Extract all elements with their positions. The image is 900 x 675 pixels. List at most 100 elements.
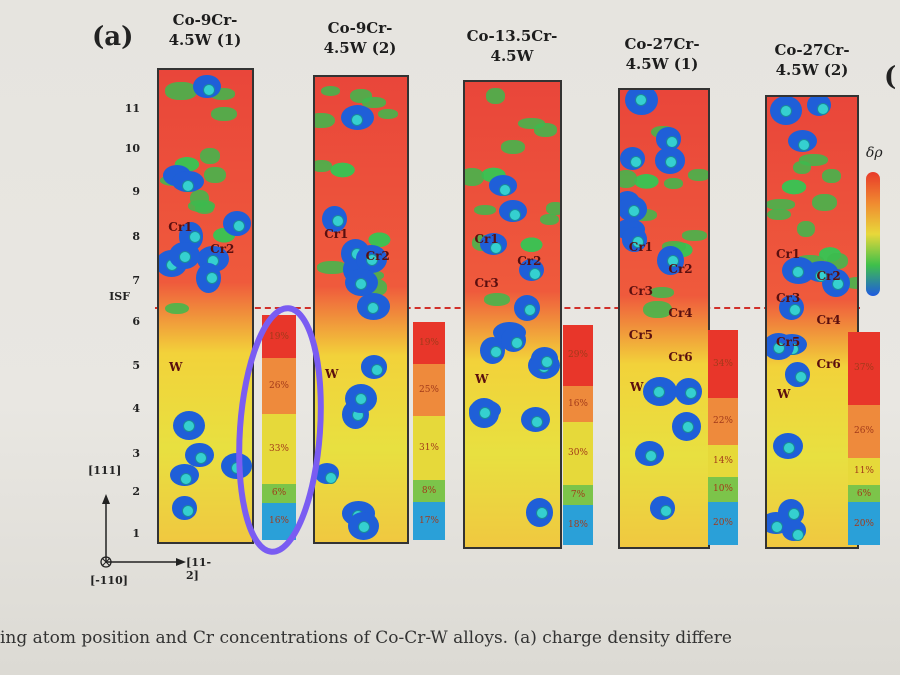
density-region (681, 230, 708, 241)
concentration-segment: 11% (848, 458, 880, 485)
atom-marker (182, 419, 195, 432)
concentration-segment: 14% (708, 444, 738, 477)
isf-label: ISF (109, 290, 130, 303)
atom-marker (659, 505, 672, 518)
atom-marker (358, 520, 371, 533)
concentration-segment: 6% (848, 484, 880, 503)
concentration-segment: 33% (262, 414, 296, 484)
atom-label: W (777, 387, 791, 401)
colorbar (866, 172, 880, 296)
concentration-segment: 30% (563, 422, 593, 485)
atom-marker (180, 472, 193, 485)
density-region (663, 177, 683, 189)
atom-label: Cr1 (628, 240, 654, 254)
concentration-segment: 31% (413, 416, 445, 481)
panel-title-line: 4.5W (490, 47, 534, 65)
atom-marker (816, 103, 829, 116)
density-region (796, 220, 816, 237)
density-region (315, 112, 336, 129)
panel-label-next: ( (884, 62, 897, 92)
density-region (649, 287, 674, 299)
density-region (843, 276, 857, 289)
atom-marker (365, 254, 378, 267)
atom-marker (182, 179, 195, 192)
panel-title: Co-27Cr- 4.5W (2) (752, 40, 872, 80)
panel-title-line: Co-9Cr- (327, 19, 393, 37)
density-region (377, 108, 399, 119)
density-region (320, 85, 340, 96)
atom-label: Cr5 (628, 328, 654, 342)
atom-marker (530, 415, 543, 428)
charge-density-map: Cr1 Cr2 Cr3 Cr4 Cr5 Cr6 W (765, 95, 859, 549)
atom-marker (232, 219, 245, 232)
atom-marker (780, 105, 793, 118)
atom-marker (627, 205, 640, 218)
atom-marker (499, 184, 512, 197)
density-region (822, 168, 841, 183)
axis-up-label: [111] (88, 464, 122, 477)
atom-marker (795, 371, 808, 384)
atom-label: W (475, 372, 489, 386)
concentration-segment: 22% (708, 398, 738, 445)
y-tick-label: 7 (132, 274, 140, 287)
atom-marker (523, 303, 536, 316)
atom-marker (332, 215, 345, 228)
panel-title-line: Co-13.5Cr- (466, 27, 558, 45)
panel-title-line: 4.5W (2) (323, 39, 397, 57)
atom-marker (645, 449, 658, 462)
cr-concentration-bar: 37% 26% 11% 6% 20% (848, 332, 880, 545)
density-region (465, 167, 485, 186)
panel-title: Co-9Cr- 4.5W (1) (145, 10, 265, 50)
cr-concentration-bar: 29% 16% 30% 7% 18% (563, 325, 593, 545)
cr-concentration-bar: 34% 22% 14% 10% 20% (708, 330, 738, 545)
atom-marker (355, 277, 368, 290)
density-region (484, 293, 511, 307)
atom-label: Cr1 (168, 220, 193, 234)
density-region (210, 88, 236, 100)
density-region (812, 194, 837, 211)
atom-marker (666, 254, 679, 267)
atom-label: Cr2 (517, 254, 542, 268)
density-region (474, 204, 497, 215)
density-region (767, 199, 795, 210)
atom-label: Cr2 (365, 249, 390, 263)
atom-marker (350, 113, 363, 126)
atom-marker (631, 236, 644, 249)
y-tick-label: 2 (132, 485, 140, 498)
atom-label: W (630, 380, 644, 394)
density-region (187, 199, 216, 213)
density-region (620, 170, 638, 189)
atom-label: W (325, 367, 339, 381)
panel-title-line: Co-27Cr- (774, 41, 850, 59)
panel-title-line: 4.5W (2) (775, 61, 849, 79)
y-tick-label: 11 (124, 102, 140, 115)
panel-title: Co-9Cr- 4.5W (2) (300, 18, 420, 58)
axis-out-label: [-110] (90, 574, 128, 587)
atom-marker (788, 303, 801, 316)
charge-density-map: Cr1 Cr2 Cr3 Cr4 Cr5 Cr6 W (618, 88, 710, 549)
atom-marker (535, 506, 548, 519)
density-region (203, 166, 226, 184)
density-region (792, 160, 811, 175)
concentration-segment: 20% (708, 501, 738, 545)
density-region (315, 159, 333, 173)
density-region (362, 97, 387, 108)
concentration-segment: 34% (708, 330, 738, 399)
charge-density-map: Cr1 Cr2 W (313, 75, 409, 544)
concentration-segment: 26% (262, 358, 296, 415)
y-tick-label: 5 (132, 359, 140, 372)
charge-density-map: Cr1 Cr2 W (157, 68, 254, 544)
density-region (211, 107, 238, 122)
atom-marker (787, 507, 800, 520)
atom-marker (684, 386, 697, 399)
y-tick-label: 10 (124, 142, 140, 155)
atom-label: Cr6 (668, 350, 693, 364)
cr-concentration-bar: 19% 25% 31% 8% 17% (413, 322, 445, 540)
density-region (486, 88, 506, 105)
atom-label: Cr2 (816, 269, 841, 283)
axis-indicator: [111] [11-2] [-110] (88, 464, 211, 590)
atom-marker (489, 241, 502, 254)
atom-marker (178, 250, 191, 263)
atom-marker (635, 94, 648, 107)
concentration-segment: 17% (413, 501, 445, 540)
